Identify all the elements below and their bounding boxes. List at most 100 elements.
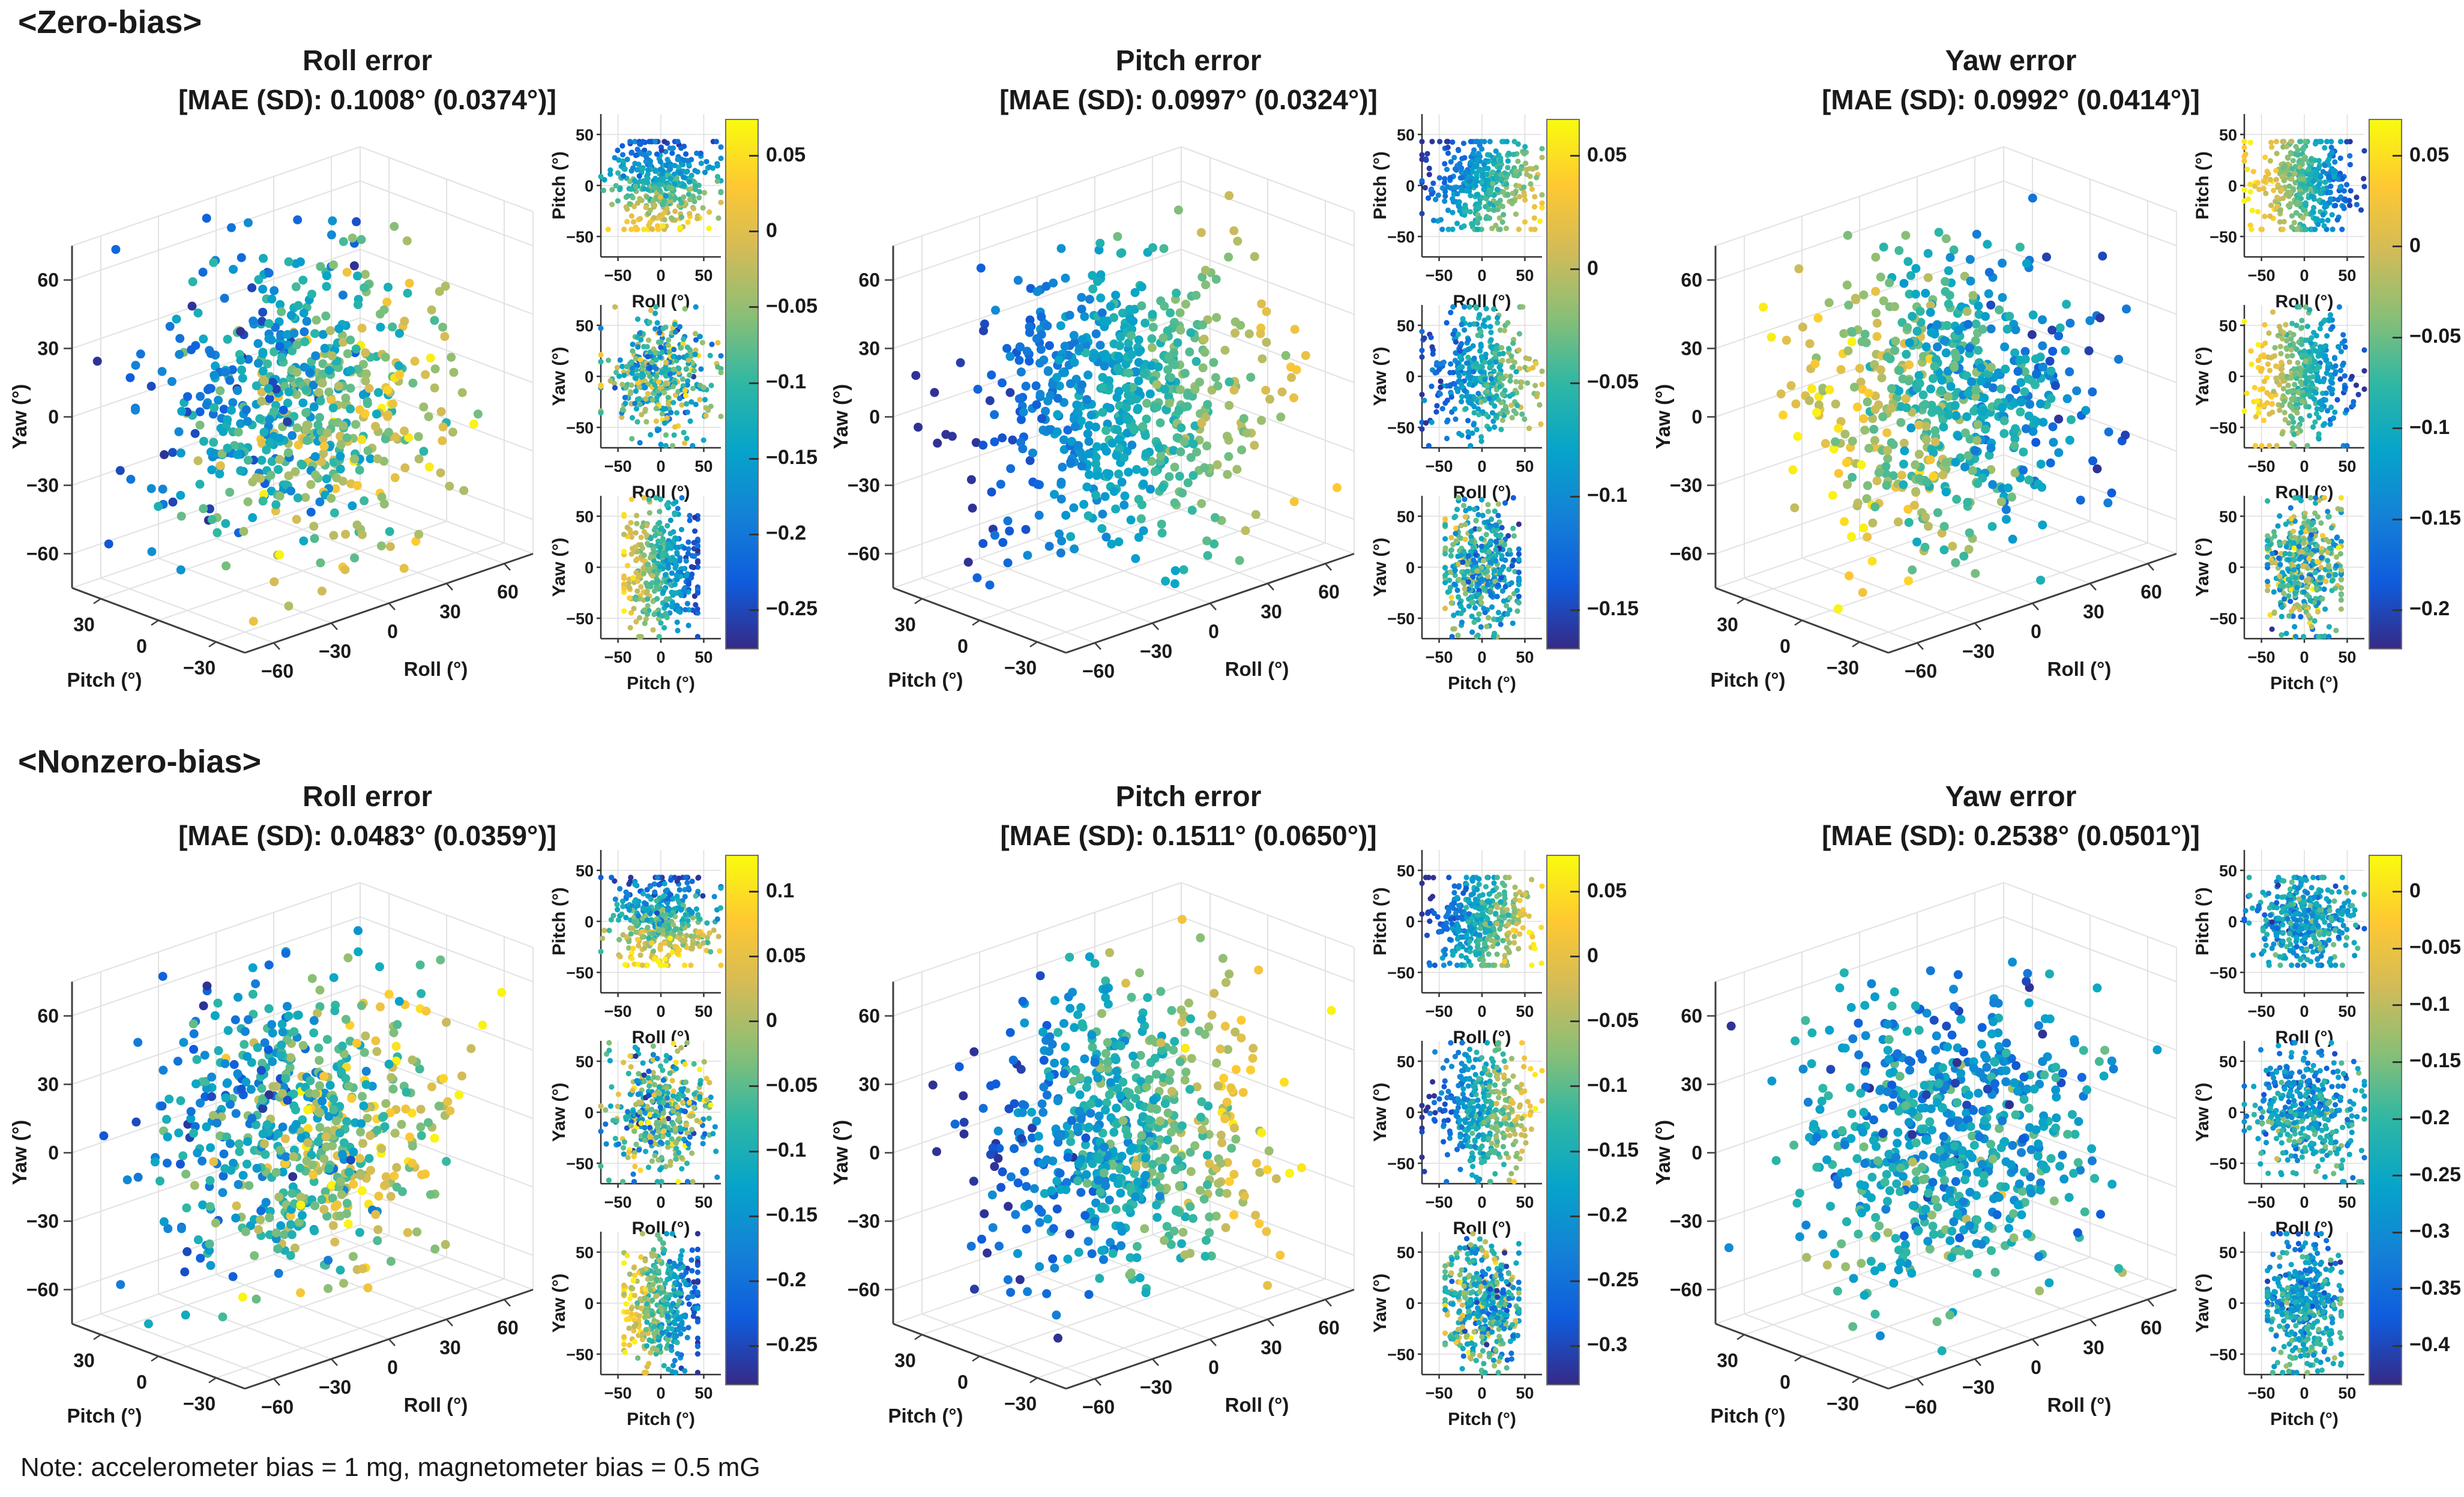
colorbar-gradient — [2369, 855, 2402, 1385]
x-tick-label: −30 — [183, 1393, 215, 1415]
z-tick-label: −60 — [848, 1279, 880, 1301]
colorbar-tick-label: −0.2 — [766, 1268, 807, 1292]
axes2d-spines — [1418, 850, 1542, 997]
colorbar-tick-label: 0.05 — [766, 944, 806, 967]
y-tick-label: 0 — [2031, 621, 2041, 642]
x-tick-label: 50 — [1516, 648, 1534, 666]
y-tick-label: 50 — [1397, 126, 1415, 144]
scatter3d-plot: 60 30 0 −30 −60 30 0 −30 −60 −30 0 30 60 Yaw (°) Pitch… — [830, 146, 1355, 691]
panel-title-metric: Pitch error — [1115, 45, 1262, 77]
section-heading-nonzero-bias: <Nonzero-bias> — [18, 744, 262, 780]
axis-label-yaw: Yaw (°) — [549, 347, 569, 406]
x-tick-label: −50 — [2248, 267, 2276, 285]
colorbar-tick — [2393, 518, 2402, 520]
colorbar-tick — [1570, 609, 1580, 611]
y-tick-label: −50 — [2209, 610, 2237, 628]
x-tick-label: 0 — [2300, 1384, 2309, 1402]
scatter2d-points — [2241, 139, 2367, 232]
axis-label-pitch: Pitch (°) — [1448, 673, 1516, 693]
z-tick-label: 30 — [858, 338, 880, 360]
z-tick-label: 0 — [48, 406, 59, 428]
colorbar-tick — [2393, 245, 2402, 248]
scatter3d-points — [99, 926, 507, 1328]
axes2d-spines — [1418, 496, 1542, 643]
colorbar-tick-label: −0.4 — [2409, 1333, 2450, 1357]
colorbar-gradient — [725, 855, 759, 1385]
colorbar-tick — [1570, 1345, 1580, 1347]
y-tick-label: 60 — [497, 581, 519, 603]
y-tick-label: 0 — [585, 177, 594, 195]
colorbar-tick-label: −0.15 — [766, 1203, 818, 1227]
y-tick-label: 50 — [576, 317, 594, 335]
y-tick-label: 50 — [576, 1244, 594, 1262]
error-panel-zero-bias-yaw-error: Yaw error [MAE (SD): 0.0992° (0.0414°)] … — [1651, 42, 2464, 744]
axis-label-yaw: Yaw (°) — [1652, 1120, 1674, 1185]
x-tick-label: 0 — [136, 636, 147, 657]
colorbar: 0.1 0.05 0 −0.05 −0.1 −0.15 −0.2 −0.25 — [725, 855, 839, 1395]
colorbar-tick — [1570, 956, 1580, 958]
x-tick-label: 50 — [2338, 1384, 2356, 1402]
z-tick-label: −30 — [26, 475, 59, 496]
scatter3d-points — [911, 191, 1342, 590]
z-tick-label: 60 — [1681, 270, 1702, 291]
z-tick-label: 0 — [1691, 406, 1702, 428]
colorbar-tick — [1570, 268, 1580, 271]
colorbar-tick — [1570, 1085, 1580, 1088]
z-tick-label: 30 — [1681, 1074, 1702, 1095]
y-tick-label: −50 — [1387, 1346, 1415, 1364]
colorbar: 0.05 0 −0.05 −0.1 −0.15 −0.2 −0.25 — [725, 119, 839, 659]
y-tick-label: 50 — [1397, 317, 1415, 335]
x-tick-label: 50 — [2338, 1002, 2356, 1020]
scatter3d-points — [92, 214, 483, 626]
colorbar-tick — [2393, 1004, 2402, 1007]
y-tick-label: 0 — [585, 1104, 594, 1122]
colorbar-tick-label: −0.15 — [1587, 1139, 1639, 1162]
y-tick-label: 0 — [585, 559, 594, 577]
panel-title-mae-sd: [MAE (SD): 0.0997° (0.0324°)] — [999, 83, 1378, 115]
colorbar-tick-label: −0.15 — [2409, 507, 2462, 530]
x-tick-label: 50 — [1516, 1384, 1534, 1402]
x-tick-label: 50 — [2338, 457, 2356, 475]
axes2d-labels: −50 0 50 50 0 −50 Yaw (°) Pitch (°) — [549, 1244, 712, 1429]
colorbar-tick — [749, 1020, 759, 1023]
colorbar-tick-label: 0.05 — [1587, 879, 1627, 902]
colorbar-tick — [749, 891, 759, 893]
x-tick-label: 0 — [656, 648, 665, 666]
panel-title: Yaw error [MAE (SD): 0.0992° (0.0414°)] — [1669, 42, 2353, 118]
y-tick-label: 30 — [2083, 1337, 2104, 1358]
y-tick-label: 60 — [2140, 1317, 2162, 1339]
axes3d-ticks: 60 30 0 −30 −60 30 0 −30 −60 −30 0 30 60 Yaw (°) Pitch… — [8, 1005, 519, 1427]
axis-label-yaw: Yaw (°) — [1370, 538, 1390, 597]
colorbar-tick-label: −0.15 — [2409, 1049, 2462, 1073]
colorbar-tick-label: −0.15 — [766, 446, 818, 469]
colorbar-tick-label: −0.05 — [2409, 325, 2462, 348]
colorbar-tick — [749, 956, 759, 958]
x-tick-label: 50 — [1516, 1002, 1534, 1020]
panel-title: Pitch error [MAE (SD): 0.0997° (0.0324°)… — [846, 42, 1531, 118]
colorbar-tick-label: −0.2 — [2409, 597, 2450, 621]
colorbar-tick — [2393, 1345, 2402, 1347]
colorbar-tick — [2393, 947, 2402, 950]
x-tick-label: 0 — [1477, 1002, 1486, 1020]
colorbar-tick — [2393, 1231, 2402, 1233]
x-tick-label: −50 — [2248, 1002, 2276, 1020]
colorbar-tick — [749, 155, 759, 157]
section-heading-zero-bias: <Zero-bias> — [18, 4, 202, 40]
panel-title-mae-sd: [MAE (SD): 0.0992° (0.0414°)] — [1822, 83, 2200, 115]
panel-title: Pitch error [MAE (SD): 0.1511° (0.0650°)… — [846, 778, 1531, 854]
scatter3d-points — [1724, 957, 2162, 1355]
colorbar-tick-label: −0.05 — [766, 1073, 818, 1097]
colorbar-tick-label: −0.15 — [1587, 597, 1639, 621]
x-tick-label: 0 — [136, 1372, 147, 1393]
x-tick-label: 30 — [73, 1350, 95, 1372]
colorbar-tick — [749, 1345, 759, 1347]
colorbar-gradient — [725, 119, 759, 649]
y-tick-label: 0 — [2228, 1104, 2237, 1122]
y-tick-label: −30 — [319, 640, 351, 662]
